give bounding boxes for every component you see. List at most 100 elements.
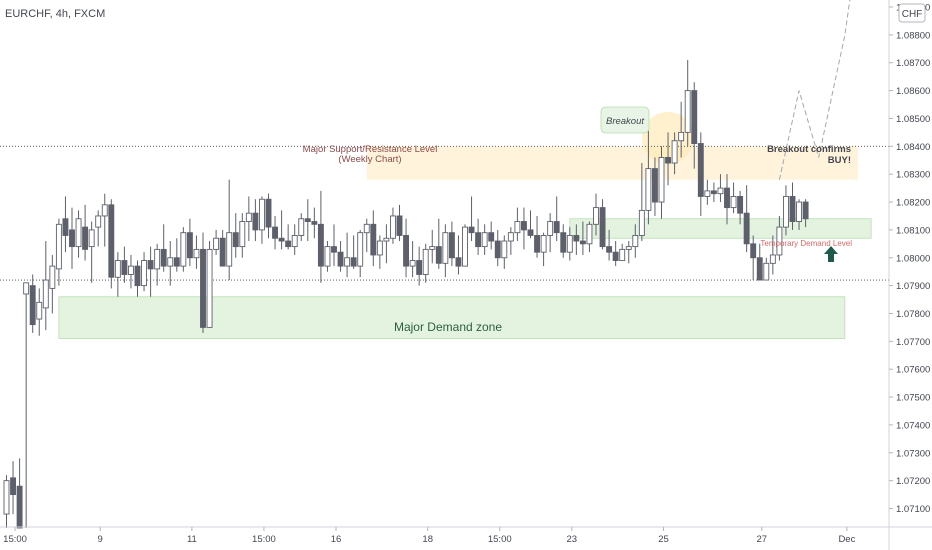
candle-bull <box>481 232 488 248</box>
major-sr-sublabel: (Weekly Chart) <box>338 154 401 165</box>
candle-bull <box>462 226 468 267</box>
candle-bear <box>488 232 495 242</box>
candle-bull <box>101 204 108 217</box>
price-tick-label: 1.07500 <box>896 393 930 404</box>
breakout-confirms-label: Breakout confirms <box>767 144 851 155</box>
candle-bear <box>560 232 567 253</box>
candle-bear <box>527 229 534 236</box>
price-tick-label: 1.07700 <box>896 337 930 348</box>
candle-bull <box>42 279 49 309</box>
candle-bear <box>448 232 455 259</box>
price-tick-label: 1.08300 <box>896 170 930 181</box>
candle-bull <box>763 262 770 281</box>
candle-bear <box>311 221 318 225</box>
candle-bull <box>619 248 626 261</box>
major-sr-label: Major Support/Resistance Level <box>303 144 438 155</box>
price-tick-label: 1.07400 <box>896 420 930 431</box>
candle-bull <box>239 221 246 248</box>
candle-bear <box>278 237 285 242</box>
candle-bull <box>114 260 121 278</box>
candle-bull <box>291 235 298 248</box>
price-tick-label: 1.07600 <box>896 365 930 376</box>
candle-bull <box>357 232 364 267</box>
price-tick-label: 1.07800 <box>896 309 930 320</box>
candle-bull <box>783 196 789 228</box>
time-tick-label: 11 <box>187 534 197 545</box>
buy-arrow-icon <box>824 246 838 262</box>
candle-bull <box>245 212 252 222</box>
candle-bull <box>638 209 645 236</box>
candle-bear <box>350 257 357 267</box>
candle-bear <box>69 229 75 248</box>
candle-bear <box>494 240 501 259</box>
candle-bull <box>213 237 220 250</box>
candle-bear <box>606 246 613 253</box>
currency-badge[interactable]: CHF <box>898 3 926 23</box>
candle-bear <box>121 260 128 275</box>
candle-bear <box>29 285 36 326</box>
candle-bear <box>108 204 115 278</box>
candle-bull <box>390 215 396 239</box>
symbol-label: EURCHF, 4h, FXCM <box>5 8 105 20</box>
candle-bear <box>62 218 69 236</box>
major-demand-zone <box>58 296 846 339</box>
candle-bull <box>3 480 10 515</box>
candle-bull <box>429 246 436 250</box>
horizontal-lines-layer <box>0 0 889 281</box>
candle-bear <box>455 257 462 267</box>
time-tick-label: 15:00 <box>488 534 512 545</box>
candle-bear <box>331 246 337 253</box>
candle-bear <box>10 477 17 496</box>
candle-bull <box>180 232 187 267</box>
candle-bear <box>534 235 540 253</box>
candle-bear <box>435 246 442 264</box>
time-tick-label: 16 <box>331 534 342 545</box>
temporary-demand-zone <box>569 218 872 239</box>
annotations-layer: Major Support/Resistance Level(Weekly Ch… <box>303 106 852 334</box>
price-tick-label: 1.08700 <box>896 58 930 69</box>
candle-bull <box>658 156 665 203</box>
candle-bull <box>141 260 148 287</box>
candle-bull <box>442 232 449 264</box>
price-tick-label: 1.08200 <box>896 198 930 209</box>
candle-bull <box>704 190 711 197</box>
candles-layer <box>3 59 809 529</box>
price-tick-label: 1.07100 <box>896 504 930 515</box>
candle-bear <box>743 212 750 245</box>
price-tick-label: 1.08500 <box>896 114 930 125</box>
candle-bull <box>566 235 573 253</box>
candle-bull <box>127 265 134 275</box>
price-axis[interactable]: 1.07100 1.07200 1.07300 1.07400 1.07500 1.076… <box>889 3 930 516</box>
candle-bear <box>186 232 193 259</box>
candle-bull <box>363 223 370 234</box>
time-tick-label: 15:00 <box>252 534 276 545</box>
candle-bear <box>802 201 809 220</box>
candle-bear <box>160 248 167 267</box>
candle-bear <box>272 226 278 239</box>
candle-bull <box>75 218 82 248</box>
candle-bear <box>468 226 475 234</box>
candle-bull <box>55 223 62 270</box>
candle-bear <box>285 240 292 248</box>
candle-bull <box>324 246 331 267</box>
candle-bull <box>684 90 691 133</box>
buy-label: BUY! <box>828 155 851 166</box>
candle-bear <box>665 156 671 164</box>
candle-bear <box>219 237 226 267</box>
candle-bear <box>173 257 180 267</box>
candle-bull <box>49 265 56 289</box>
candle-bull <box>206 248 213 328</box>
candle-bull <box>88 229 95 248</box>
candle-bull <box>383 237 390 242</box>
breakout-callout <box>600 106 650 134</box>
price-tick-label: 1.08000 <box>896 253 930 264</box>
candle-bear <box>370 223 377 256</box>
time-axis[interactable]: 15:00 9 11 15:00 16 18 15:00 23 25 27 Dec <box>3 527 856 545</box>
candle-bull <box>409 260 416 267</box>
candle-bull <box>671 140 678 164</box>
candle-bear <box>737 196 744 214</box>
candle-bear <box>265 198 272 228</box>
time-tick-label: 18 <box>422 534 433 545</box>
price-tick-label: 1.08100 <box>896 225 930 236</box>
